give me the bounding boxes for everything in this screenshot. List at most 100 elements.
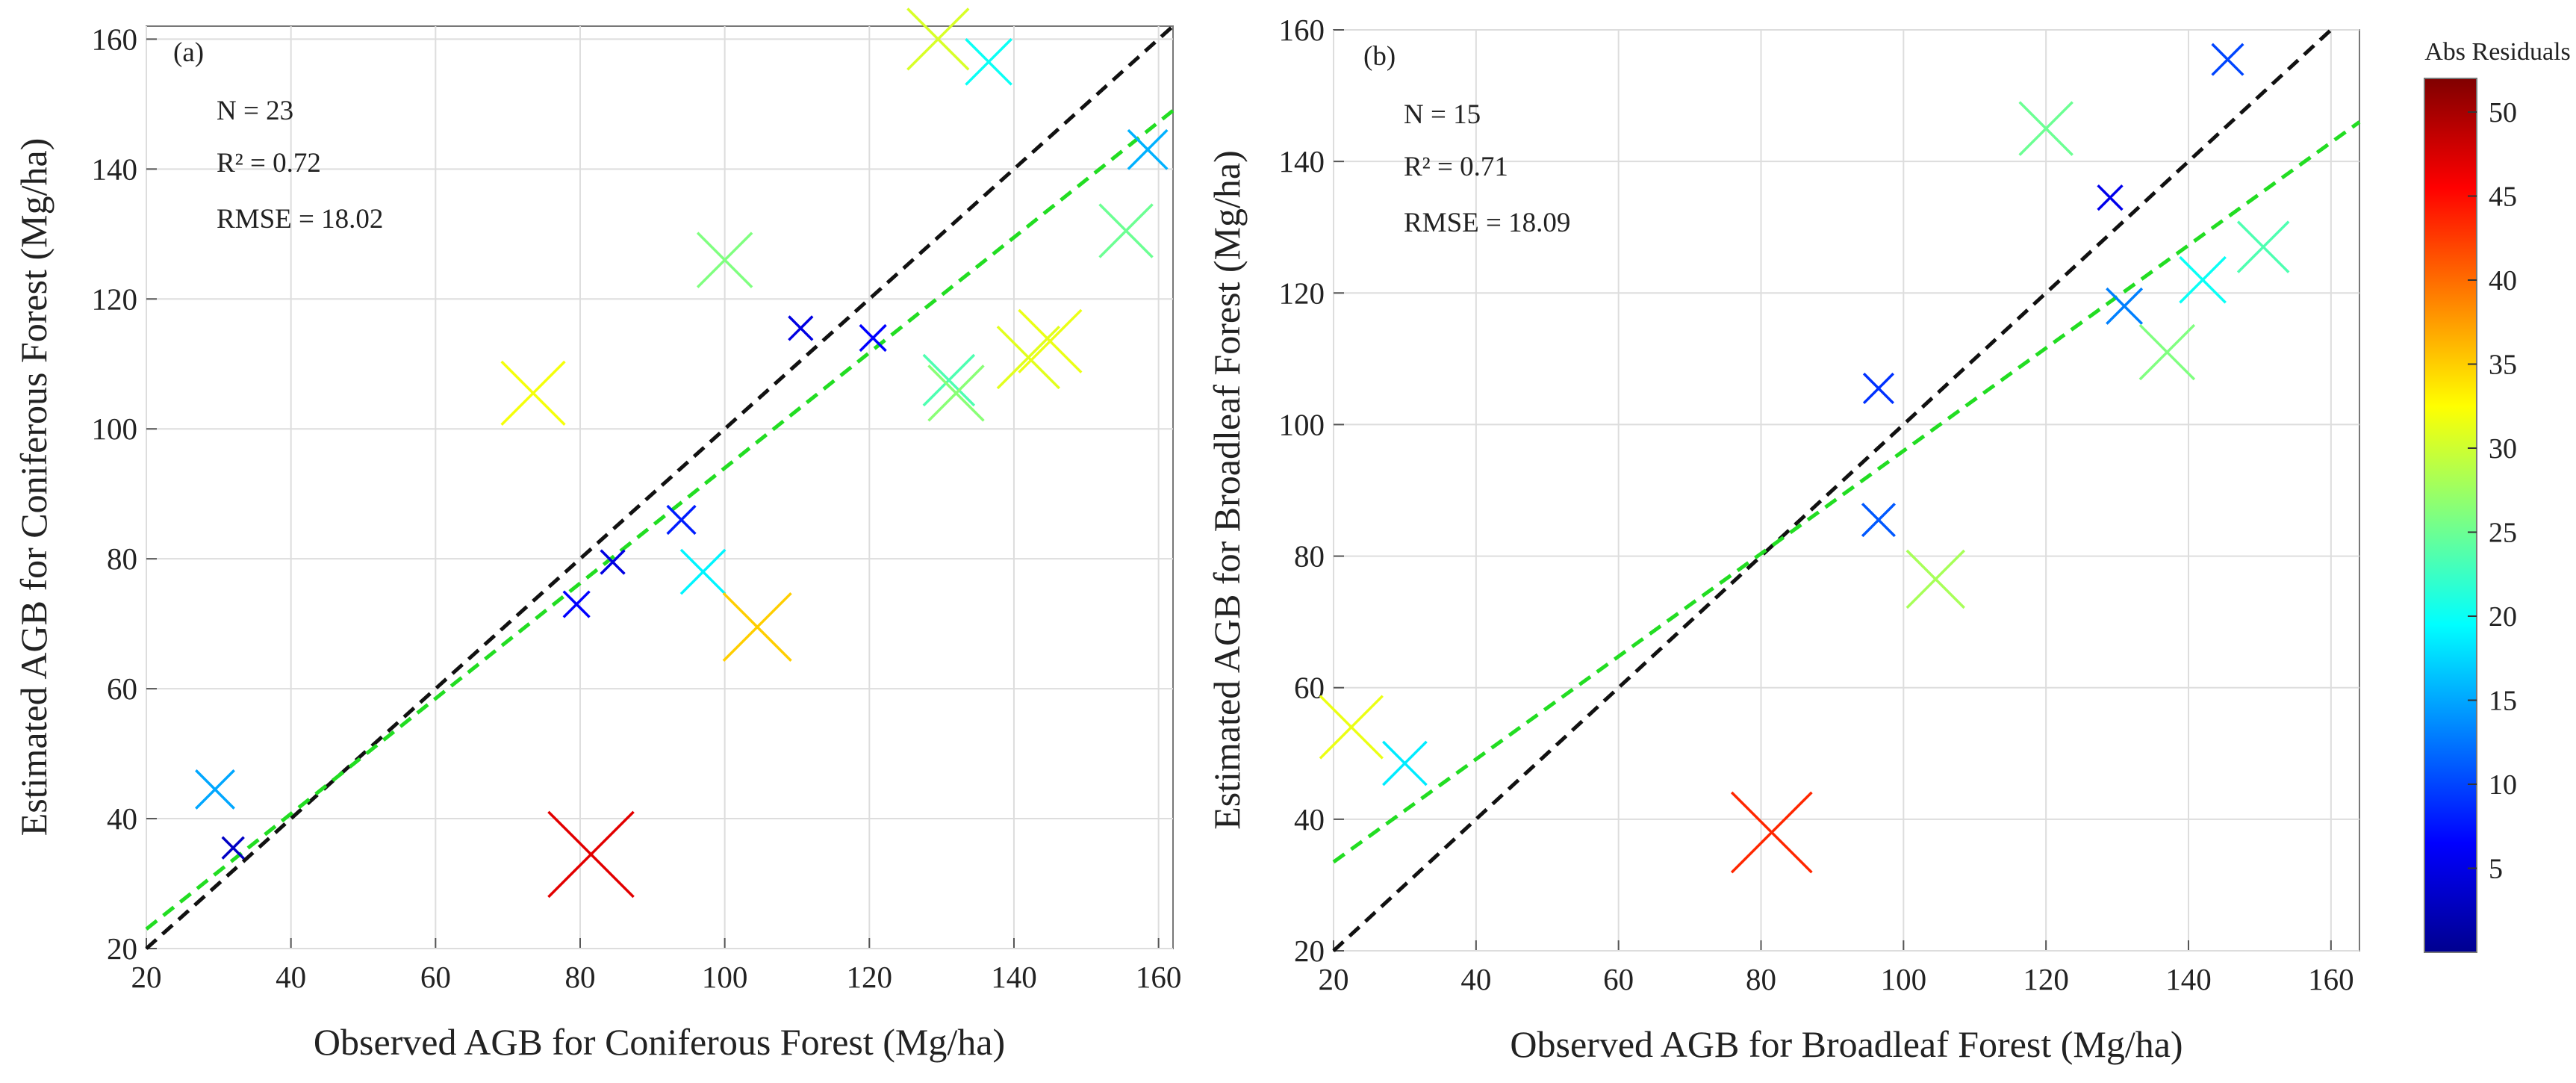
x-tick-label: 80 — [564, 960, 595, 994]
panel-b-y-ticks: 20 40 60 80 100 120 140 160 — [1279, 13, 1325, 968]
marker-stroke — [547, 810, 635, 899]
data-point-x-marker — [1319, 695, 1384, 760]
y-tick-label: 40 — [1294, 802, 1325, 837]
y-tick-label: 140 — [1279, 144, 1325, 179]
x-tick-label: 100 — [702, 960, 748, 994]
x-tick-label: 140 — [991, 960, 1037, 994]
colorbar-tick-label: 45 — [2489, 181, 2517, 213]
marker-stroke — [1862, 372, 1894, 405]
x-tick-label: 20 — [131, 960, 162, 994]
y-tick-label: 20 — [1294, 934, 1325, 968]
data-point-x-marker — [221, 836, 245, 860]
y-tick-label: 60 — [1294, 671, 1325, 705]
colorbar-tick-label: 25 — [2489, 518, 2517, 549]
marker-stroke — [696, 232, 753, 288]
panel-b-xlabel: Observed AGB for Broadleaf Forest (Mg/ha… — [1510, 1023, 2183, 1065]
x-tick-label: 20 — [1319, 962, 1349, 996]
data-point-x-marker — [996, 325, 1060, 390]
data-point-x-marker — [1018, 308, 1083, 373]
colorbar-tick-label: 40 — [2489, 265, 2517, 297]
data-point-x-marker — [500, 360, 566, 426]
panel-b-points — [1319, 43, 2290, 874]
data-point-x-marker — [1098, 203, 1154, 258]
x-tick-label: 80 — [1746, 962, 1776, 996]
marker-stroke — [996, 325, 1060, 390]
y-tick-label: 40 — [107, 801, 137, 836]
y-tick-label: 80 — [107, 542, 137, 576]
data-point-x-marker — [859, 323, 887, 353]
marker-stroke — [562, 590, 591, 618]
x-tick-label: 40 — [276, 960, 306, 994]
data-point-x-marker — [195, 769, 235, 810]
y-tick-label: 160 — [1279, 13, 1325, 47]
marker-stroke — [927, 364, 985, 422]
marker-stroke — [1861, 503, 1896, 538]
marker-stroke — [1018, 308, 1083, 373]
colorbar-tick-label: 5 — [2489, 854, 2503, 885]
panel-b-ylabel: Estimated AGB for Broadleaf Forest (Mg/h… — [1206, 150, 1248, 830]
marker-stroke — [2236, 220, 2290, 273]
data-point-x-marker — [722, 592, 792, 662]
panel-b-fit-line — [1332, 120, 2361, 864]
marker-stroke — [195, 769, 235, 810]
panel-a-fit-line — [145, 109, 1175, 931]
data-point-x-marker — [679, 548, 727, 595]
x-tick-label: 160 — [2308, 962, 2354, 996]
x-tick-label: 100 — [1881, 962, 1927, 996]
data-point-x-marker — [600, 549, 626, 575]
y-tick-label: 100 — [92, 412, 138, 446]
panel-a-r2: R² = 0.72 — [217, 148, 321, 179]
panel-b: 20 40 60 80 100 120 140 160 20 40 60 80 100 120 140 16… — [1206, 13, 2361, 1065]
x-tick-label: 140 — [2165, 962, 2212, 996]
y-tick-label: 140 — [92, 152, 138, 186]
colorbar-tick-label: 15 — [2489, 686, 2517, 717]
marker-stroke — [906, 7, 970, 71]
y-tick-label: 20 — [107, 931, 137, 966]
panel-a-tag: (a) — [173, 37, 204, 68]
panel-a-y-ticks: 20 40 60 80 100 120 140 160 — [92, 22, 138, 966]
data-point-x-marker — [1127, 128, 1169, 170]
data-point-x-marker — [562, 590, 591, 618]
marker-stroke — [1127, 128, 1169, 170]
colorbar-gradient — [2424, 78, 2477, 953]
data-point-x-marker — [922, 353, 976, 407]
colorbar-title: Abs Residuals — [2424, 38, 2571, 66]
marker-stroke — [2179, 255, 2227, 304]
data-point-x-marker — [1730, 791, 1813, 874]
panel-a-rmse: RMSE = 18.02 — [217, 204, 383, 235]
panel-a-ylabel: Estimated AGB for Coniferous Forest (Mg/… — [13, 138, 55, 837]
marker-stroke — [859, 323, 887, 353]
data-point-x-marker — [965, 37, 1012, 86]
colorbar-tick-label: 20 — [2489, 601, 2517, 633]
panel-b-x-ticks: 20 40 60 80 100 120 140 160 — [1319, 962, 2354, 996]
panel-b-rmse: RMSE = 18.09 — [1404, 208, 1570, 238]
colorbar-tick-label: 35 — [2489, 350, 2517, 381]
marker-stroke — [1382, 740, 1428, 786]
marker-stroke — [2138, 323, 2196, 381]
marker-stroke — [2097, 184, 2124, 211]
x-tick-label: 120 — [2023, 962, 2069, 996]
colorbar: Abs Residuals 5 10 15 20 25 30 35 40 45 50 — [2424, 38, 2571, 953]
data-point-x-marker — [1861, 503, 1896, 538]
x-tick-label: 40 — [1460, 962, 1491, 996]
colorbar-tick-label: 30 — [2489, 433, 2517, 465]
marker-stroke — [965, 37, 1012, 86]
data-point-x-marker — [696, 232, 753, 288]
data-point-x-marker — [2097, 184, 2124, 211]
data-point-x-marker — [788, 315, 814, 341]
y-tick-label: 120 — [1279, 276, 1325, 310]
data-point-x-marker — [2018, 101, 2073, 156]
data-point-x-marker — [906, 7, 970, 71]
marker-stroke — [500, 360, 566, 426]
x-tick-label: 60 — [1603, 962, 1634, 996]
panel-b-r2: R² = 0.71 — [1404, 152, 1508, 182]
data-point-x-marker — [666, 504, 697, 536]
marker-stroke — [2106, 287, 2144, 325]
marker-stroke — [221, 836, 245, 860]
data-point-x-marker — [2106, 287, 2144, 325]
data-point-x-marker — [1905, 549, 1965, 609]
x-tick-label: 120 — [847, 960, 893, 994]
panel-a-xlabel: Observed AGB for Coniferous Forest (Mg/h… — [314, 1021, 1005, 1063]
data-point-x-marker — [547, 810, 635, 899]
marker-stroke — [1730, 791, 1813, 874]
